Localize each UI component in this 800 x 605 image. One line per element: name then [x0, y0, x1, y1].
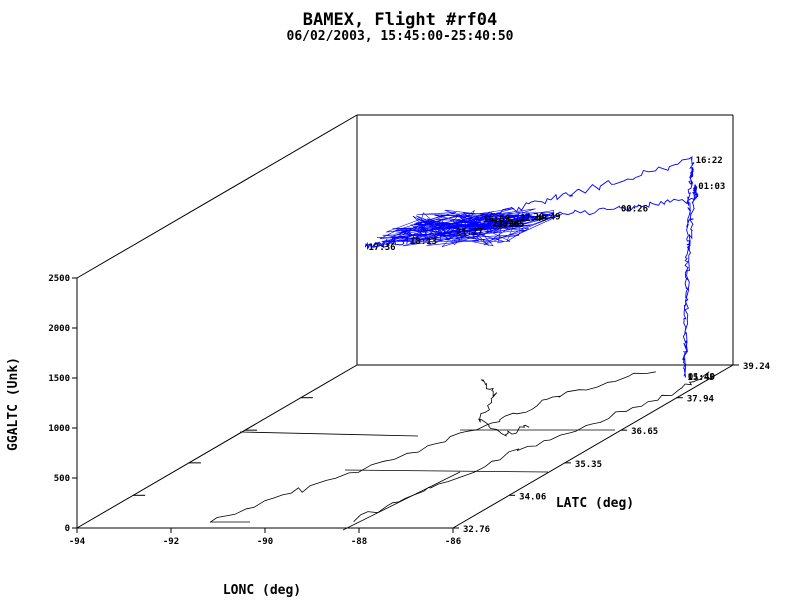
y-tick-label: 34.06: [519, 492, 546, 502]
z-tick-label: 2000: [48, 324, 70, 334]
z-tick-label: 500: [54, 474, 70, 484]
z-tick-label: 2500: [48, 274, 70, 284]
ground-boundary: [342, 471, 461, 531]
time-label: 20:05: [497, 220, 524, 230]
ground-boundary: [239, 431, 419, 437]
series-cluster: [373, 208, 562, 248]
y-axis-label: LATC (deg): [556, 496, 634, 511]
time-label: 20:49: [534, 212, 561, 222]
ground-line: [478, 379, 530, 437]
time-label: 23:28: [492, 219, 519, 229]
axes-box: [76, 114, 734, 529]
flight-track: [364, 156, 699, 378]
chart-subtitle: 06/02/2003, 15:45:00-25:40:50: [287, 29, 514, 44]
time-label: 16:22: [696, 156, 723, 166]
chart-title: BAMEX, Flight #rf04: [303, 10, 497, 30]
time-label: 01:03: [698, 182, 725, 192]
x-axis-label: LONC (deg): [223, 583, 301, 598]
y-tick-label: 36.65: [631, 427, 658, 437]
bottom-left-diagonal: [76, 364, 358, 529]
y-tick-label: 39.24: [743, 362, 771, 372]
bottom-right-diagonal: [452, 364, 734, 529]
time-annotations: 15:45 16:22 16:59 17:36 18:13 21:27 20:05 20:49…: [369, 156, 726, 383]
ground-line: [353, 371, 710, 522]
time-label: 00:26: [621, 205, 648, 215]
ground-features: [209, 371, 710, 531]
ground-boundary: [344, 469, 549, 473]
time-label: 22:49: [520, 214, 547, 224]
y-tick-label: 37.94: [687, 395, 715, 405]
x-tick-label: -92: [163, 537, 179, 547]
time-label: 15:45: [688, 373, 715, 383]
x-tick-label: -90: [257, 537, 273, 547]
axis-ticks: [72, 277, 739, 533]
z-axis-label: GGALTC (Unk): [6, 357, 21, 451]
time-label: 17:36: [369, 243, 396, 253]
z-tick-label: 1500: [48, 374, 70, 384]
time-label: 21:27: [456, 227, 483, 237]
ground-line: [209, 371, 656, 523]
series-line: [364, 156, 699, 378]
x-tick-label: -86: [445, 537, 461, 547]
top-left-diagonal: [76, 114, 358, 279]
time-label: 22:36: [492, 219, 519, 229]
time-label: 16:59: [483, 215, 510, 225]
z-tick-label: 0: [65, 524, 70, 534]
y-tick-label: 35.35: [575, 460, 602, 470]
time-label: 01:40: [688, 373, 715, 383]
x-tick-label: -94: [69, 537, 86, 547]
time-label: 18:13: [410, 237, 437, 247]
y-tick-label: 32.76: [463, 525, 490, 535]
z-tick-label: 1000: [48, 424, 70, 434]
x-tick-label: -88: [351, 537, 367, 547]
